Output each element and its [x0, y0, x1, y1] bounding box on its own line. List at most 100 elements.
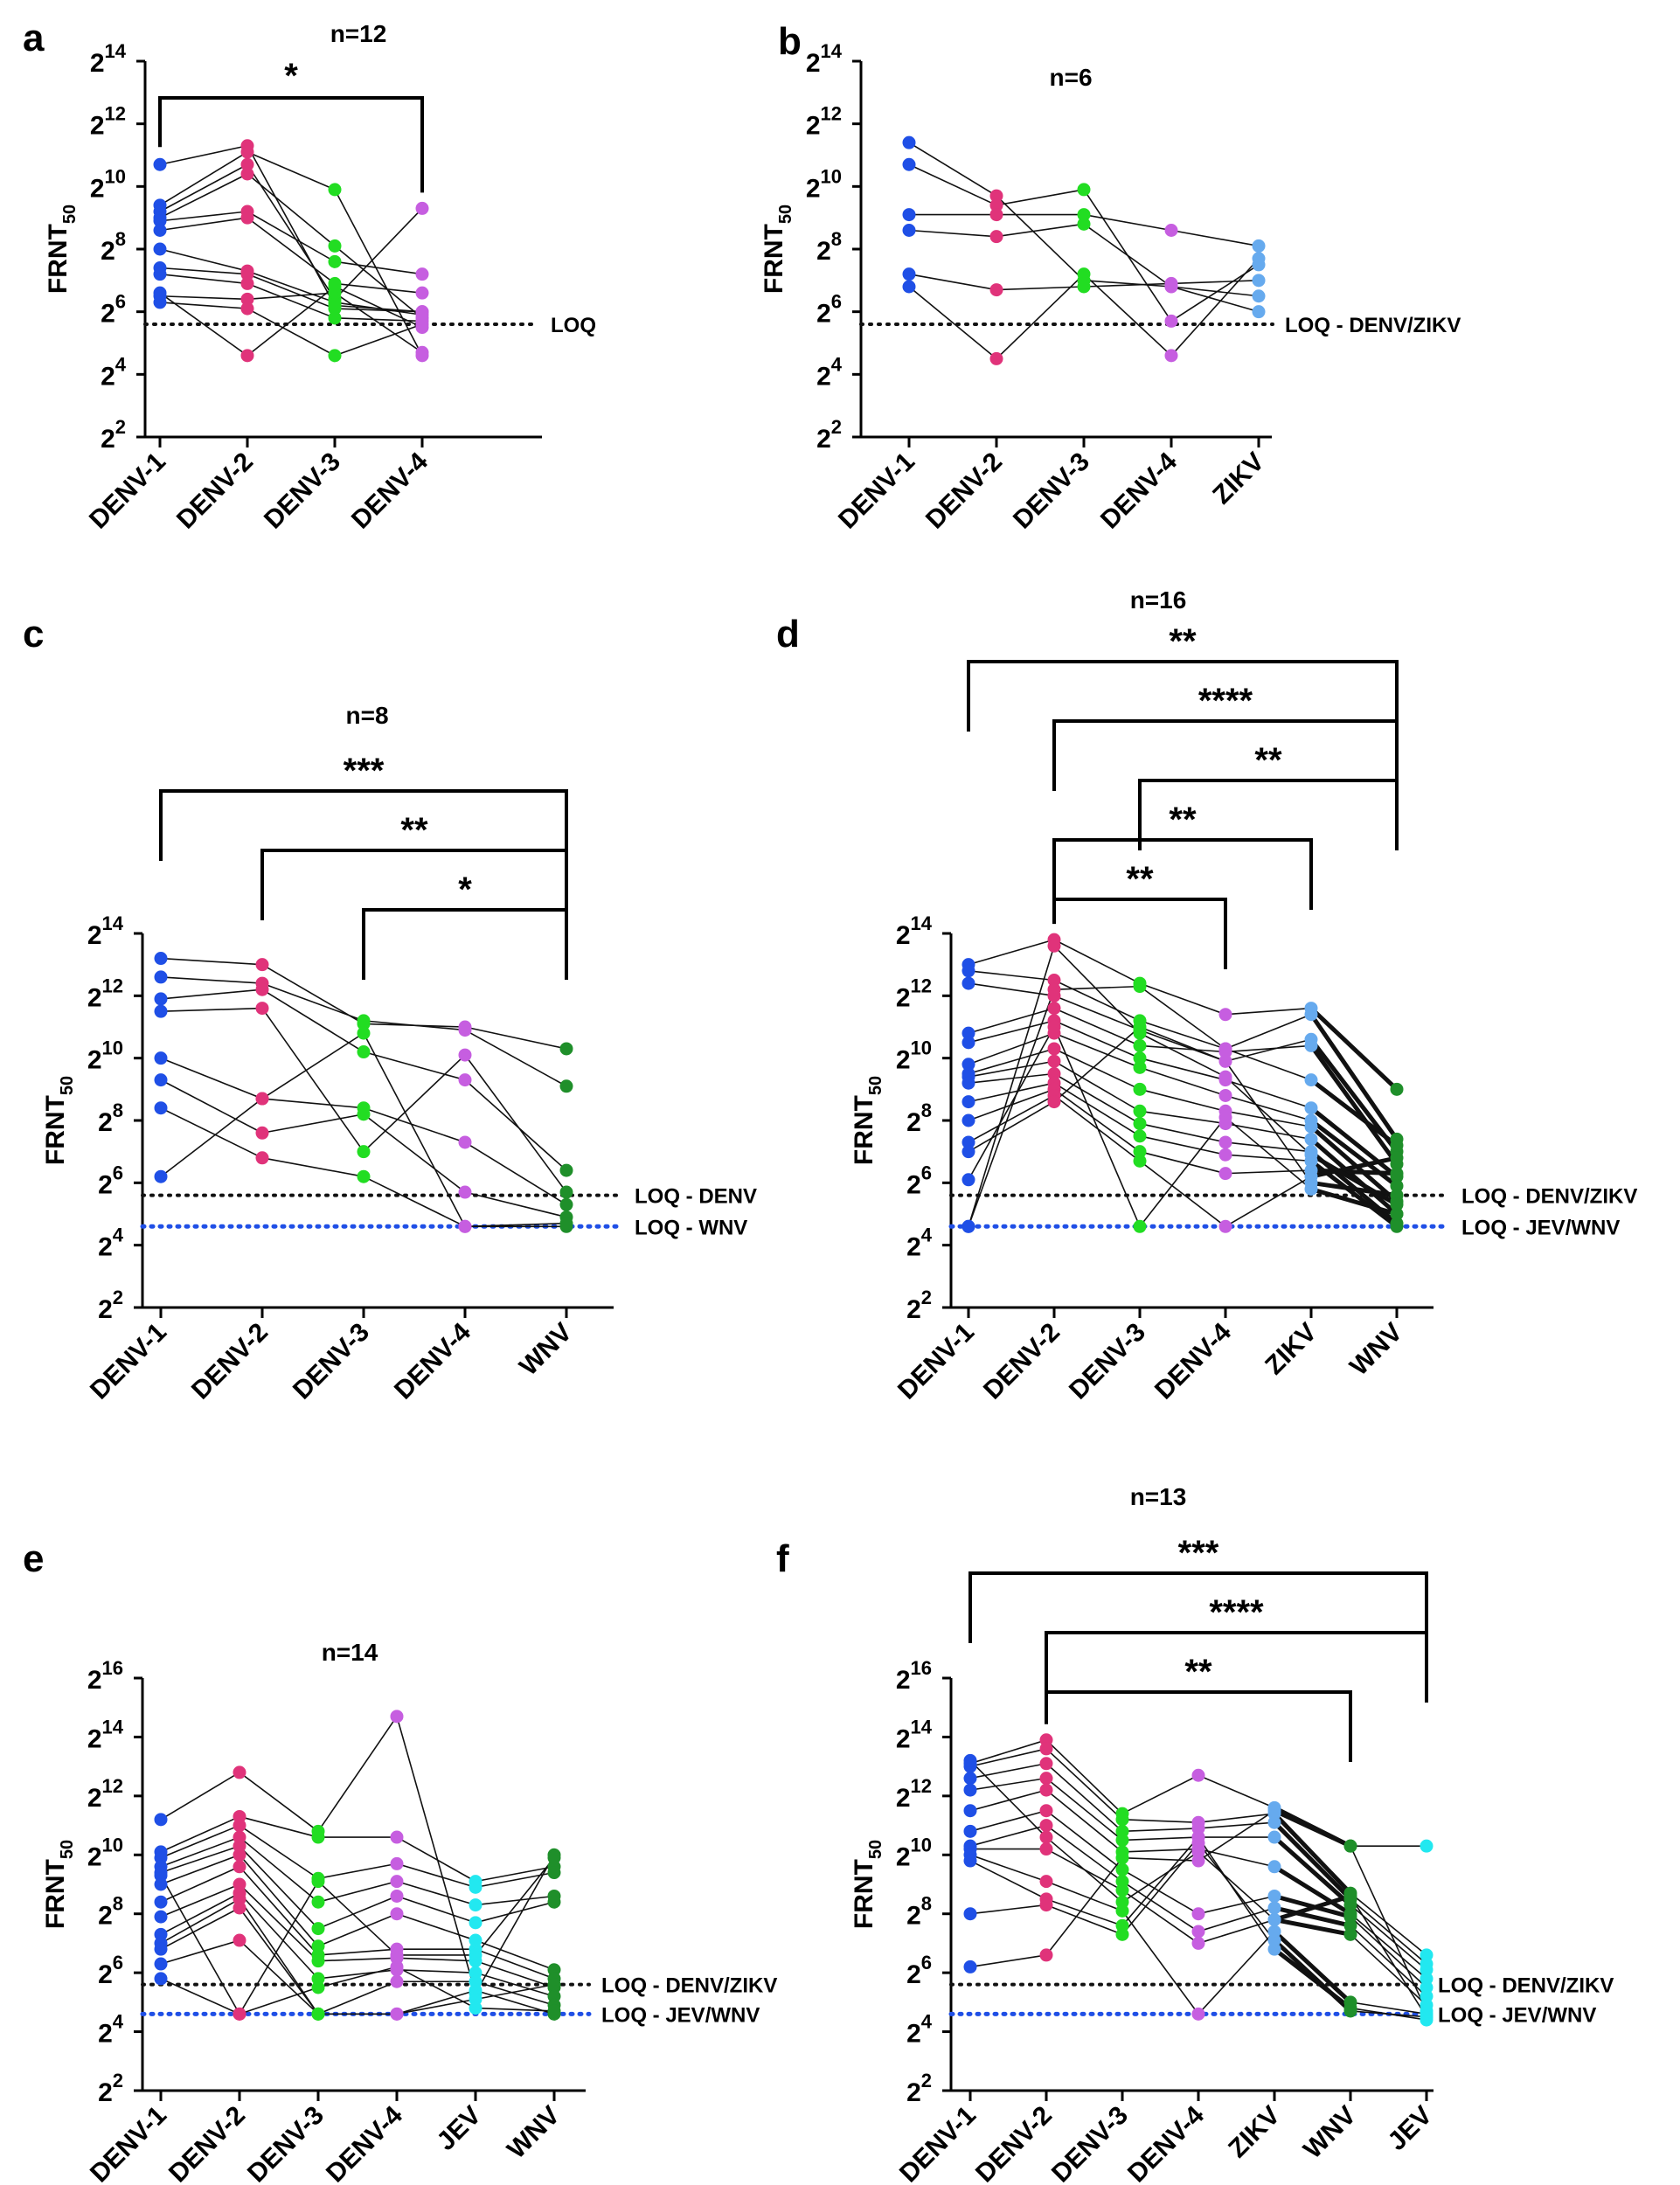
data-point	[547, 2004, 561, 2018]
x-tick-label: DENV-4	[389, 1317, 476, 1405]
subject-line	[1273, 1808, 1352, 1849]
data-point	[1390, 1139, 1404, 1153]
y-tick-label: 28	[906, 1099, 932, 1137]
x-tick-label: DENV-2	[186, 1318, 274, 1405]
subject-line	[1225, 1110, 1312, 1127]
subject-line	[1309, 1125, 1399, 1203]
data-point	[328, 311, 342, 325]
subject-line	[261, 982, 364, 1022]
subject-line	[160, 1824, 240, 1859]
y-tick-label: 28	[98, 1099, 123, 1137]
subject-line	[246, 173, 336, 247]
subject-line	[239, 1815, 319, 1838]
subject-line	[1273, 1864, 1352, 1916]
y-axis-label: FRNT50	[44, 205, 80, 294]
data-point	[1039, 1948, 1053, 1962]
x-tick-label: WNV	[1344, 1318, 1408, 1382]
data-point	[547, 1895, 561, 1909]
data-point	[328, 302, 342, 316]
subject-line	[159, 173, 248, 218]
data-point	[559, 1185, 573, 1199]
data-point	[1039, 1842, 1053, 1856]
subject-line	[475, 1960, 555, 1988]
subject-line	[363, 1113, 466, 1193]
subject-line	[159, 302, 248, 309]
data-point	[458, 1023, 472, 1037]
panel-f: fn=1322242628210212214216FRNT50DENV-1DEN…	[776, 1483, 1614, 2185]
subject-line	[908, 273, 997, 291]
subject-line	[396, 1836, 476, 1883]
x-tick-label: DENV-3	[242, 2101, 330, 2185]
y-tick-label: 26	[906, 1162, 932, 1199]
data-point	[154, 1051, 168, 1065]
subject-line	[160, 1079, 263, 1134]
data-point	[469, 1898, 482, 1912]
subject-line	[396, 1989, 476, 2015]
data-point	[1047, 1042, 1061, 1056]
y-tick-label: 22	[101, 416, 126, 454]
y-tick-label: 26	[98, 1952, 123, 1989]
x-tick-label: DENV-1	[85, 2101, 172, 2185]
subject-line	[1045, 1824, 1123, 1883]
loq-label: LOQ - DENV/ZIKV	[1461, 1185, 1637, 1209]
y-axis-label: FRNT50	[850, 1840, 885, 1929]
subject-line	[969, 1759, 1047, 1838]
data-point	[469, 1948, 482, 1962]
subject-line	[160, 1845, 240, 1874]
significance-bracket	[968, 1571, 1428, 1643]
subject-line	[1225, 1044, 1312, 1053]
subject-line	[1139, 982, 1226, 1016]
subject-line	[1170, 286, 1260, 313]
subject-line	[239, 1892, 319, 1980]
data-point	[255, 958, 269, 972]
data-point	[1077, 183, 1091, 197]
subject-line	[246, 282, 336, 319]
subject-line	[159, 151, 248, 206]
data-point	[961, 1058, 975, 1072]
y-tick-label: 24	[98, 2011, 124, 2049]
data-point	[153, 295, 167, 309]
subject-line	[1198, 1907, 1275, 1932]
subject-line	[968, 970, 1055, 982]
subject-line	[261, 1032, 364, 1099]
data-point	[153, 286, 167, 300]
subject-line	[1274, 1894, 1351, 1922]
panel-title: n=16	[1130, 586, 1187, 614]
y-tick-label: 214	[806, 40, 843, 78]
data-point	[390, 1948, 404, 1962]
subject-line	[160, 1836, 240, 1868]
subject-line	[968, 988, 1055, 1227]
y-tick-label: 216	[87, 1657, 123, 1695]
subject-line	[396, 1716, 476, 1994]
data-point	[357, 1107, 371, 1121]
y-tick-label: 212	[87, 1775, 123, 1813]
x-tick-label: DENV-3	[259, 447, 346, 535]
data-point	[153, 224, 167, 237]
data-point	[1047, 1054, 1061, 1068]
data-point	[153, 267, 167, 281]
subject-line	[396, 1895, 476, 1924]
y-tick-label: 26	[98, 1162, 123, 1199]
data-point	[961, 976, 975, 990]
y-axis-label: FRNT50	[41, 1076, 77, 1165]
data-point	[1304, 1182, 1318, 1196]
subject-line	[159, 163, 248, 212]
panel-e: en=1422242628210212214216FRNT50DENV-1DEN…	[23, 1537, 777, 2185]
subject-line	[969, 1860, 1047, 1900]
subject-line	[334, 308, 423, 313]
subject-line	[1139, 1044, 1226, 1053]
loq-label: LOQ - DENV/ZIKV	[1438, 1974, 1614, 1998]
panel-title: n=8	[345, 702, 388, 729]
data-point	[240, 145, 254, 159]
subject-line	[1053, 1020, 1141, 1059]
data-point	[154, 1972, 168, 1986]
subject-line	[1225, 1176, 1312, 1227]
x-tick-label: DENV-4	[1122, 2100, 1210, 2185]
data-point	[328, 254, 342, 268]
subject-line	[246, 292, 336, 301]
data-point	[963, 1907, 977, 1921]
data-point	[311, 1875, 325, 1889]
data-point	[559, 1217, 573, 1231]
data-point	[961, 1145, 975, 1159]
data-point	[1039, 1819, 1053, 1833]
